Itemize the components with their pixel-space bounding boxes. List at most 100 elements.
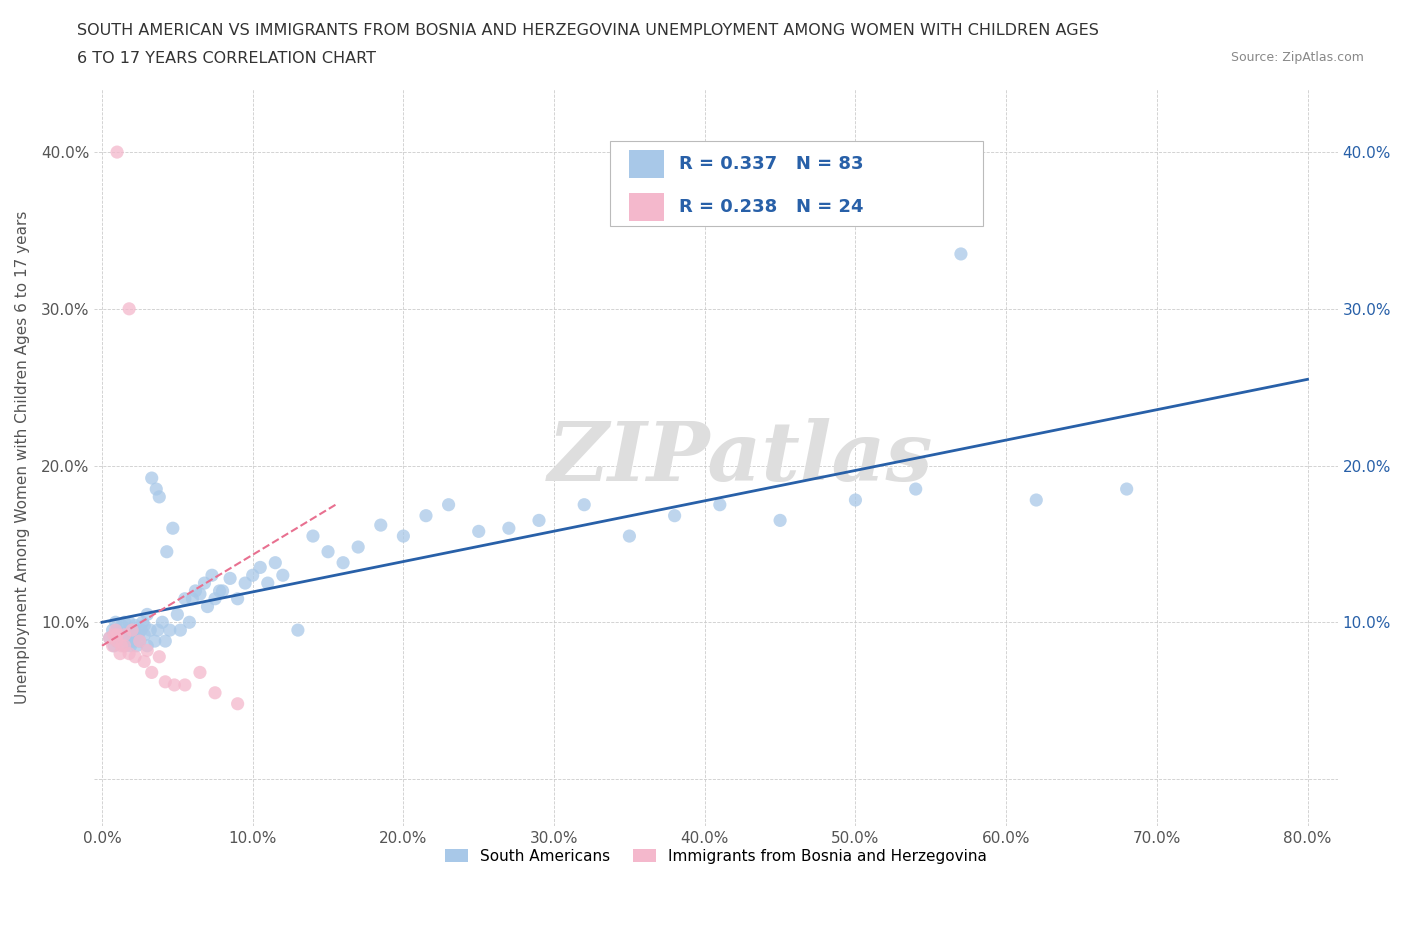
Text: SOUTH AMERICAN VS IMMIGRANTS FROM BOSNIA AND HERZEGOVINA UNEMPLOYMENT AMONG WOME: SOUTH AMERICAN VS IMMIGRANTS FROM BOSNIA… xyxy=(77,23,1099,38)
Point xyxy=(201,568,224,583)
Text: R = 0.238   N = 24: R = 0.238 N = 24 xyxy=(679,197,863,216)
Point xyxy=(103,638,125,653)
Point xyxy=(105,633,128,648)
Point xyxy=(197,599,219,614)
Point xyxy=(193,576,215,591)
Point xyxy=(120,638,142,653)
Point xyxy=(114,638,136,653)
Point xyxy=(155,674,177,689)
Point xyxy=(211,583,233,598)
Point xyxy=(188,587,211,602)
Point xyxy=(129,623,152,638)
Text: 6 TO 17 YEARS CORRELATION CHART: 6 TO 17 YEARS CORRELATION CHART xyxy=(77,51,377,66)
Point xyxy=(332,555,354,570)
Point xyxy=(166,607,188,622)
FancyBboxPatch shape xyxy=(628,193,664,220)
Point xyxy=(574,498,596,512)
Point xyxy=(415,509,437,524)
Point xyxy=(124,628,146,643)
Point xyxy=(1025,493,1047,508)
Point xyxy=(769,513,792,528)
Point xyxy=(118,615,141,630)
Text: R = 0.337   N = 83: R = 0.337 N = 83 xyxy=(679,155,863,173)
Point xyxy=(134,618,156,632)
Point xyxy=(233,576,256,591)
Point xyxy=(148,649,170,664)
Y-axis label: Unemployment Among Women with Children Ages 6 to 17 years: Unemployment Among Women with Children A… xyxy=(15,211,30,704)
Point xyxy=(136,607,159,622)
Point xyxy=(110,638,132,653)
Point xyxy=(498,521,520,536)
Point xyxy=(143,633,166,648)
Point xyxy=(208,583,231,598)
Point xyxy=(127,628,149,643)
Point xyxy=(204,591,226,606)
Point xyxy=(249,560,271,575)
Point xyxy=(150,615,173,630)
Point xyxy=(709,498,731,512)
Point xyxy=(115,628,138,643)
Text: ZIPatlas: ZIPatlas xyxy=(548,418,934,498)
Point xyxy=(949,246,972,261)
Point xyxy=(844,493,866,508)
Point xyxy=(226,591,249,606)
Point xyxy=(105,145,128,160)
Point xyxy=(145,482,167,497)
Point xyxy=(114,628,136,643)
Point xyxy=(179,615,201,630)
FancyBboxPatch shape xyxy=(628,151,664,179)
Point xyxy=(121,623,143,638)
Point xyxy=(134,628,156,643)
Point xyxy=(242,568,264,583)
Point xyxy=(105,633,128,648)
Point xyxy=(124,618,146,632)
Point xyxy=(184,583,207,598)
Point xyxy=(98,631,121,645)
Point xyxy=(136,638,159,653)
Point xyxy=(141,471,163,485)
Point xyxy=(156,544,179,559)
Point xyxy=(188,665,211,680)
Point xyxy=(121,631,143,645)
Point xyxy=(105,628,128,643)
Point xyxy=(134,654,156,669)
Point xyxy=(169,623,191,638)
Legend: South Americans, Immigrants from Bosnia and Herzegovina: South Americans, Immigrants from Bosnia … xyxy=(439,843,993,870)
Point xyxy=(162,521,184,536)
Point xyxy=(139,623,162,638)
Point xyxy=(98,631,121,645)
Point xyxy=(128,633,150,648)
Point xyxy=(105,623,128,638)
Point xyxy=(163,678,186,693)
Point xyxy=(155,633,177,648)
Point xyxy=(118,301,141,316)
Point xyxy=(148,489,170,504)
Point xyxy=(392,528,415,543)
Point xyxy=(256,576,278,591)
Point xyxy=(204,685,226,700)
Point xyxy=(118,646,141,661)
Point xyxy=(108,628,131,643)
Point xyxy=(347,539,370,554)
Point xyxy=(146,623,169,638)
Point xyxy=(114,638,136,653)
Point xyxy=(159,623,181,638)
Point xyxy=(370,518,392,533)
Point xyxy=(131,615,153,630)
Point xyxy=(122,633,145,648)
Point xyxy=(101,623,124,638)
Point xyxy=(128,633,150,648)
Point xyxy=(104,615,127,630)
Point xyxy=(103,628,125,643)
Point xyxy=(302,528,325,543)
Point xyxy=(467,524,489,538)
Point xyxy=(173,678,195,693)
Point xyxy=(437,498,460,512)
Point xyxy=(226,697,249,711)
Point xyxy=(664,509,686,524)
Point xyxy=(264,555,287,570)
Point xyxy=(101,638,124,653)
FancyBboxPatch shape xyxy=(610,141,983,226)
Point xyxy=(219,571,242,586)
Point xyxy=(110,618,132,632)
